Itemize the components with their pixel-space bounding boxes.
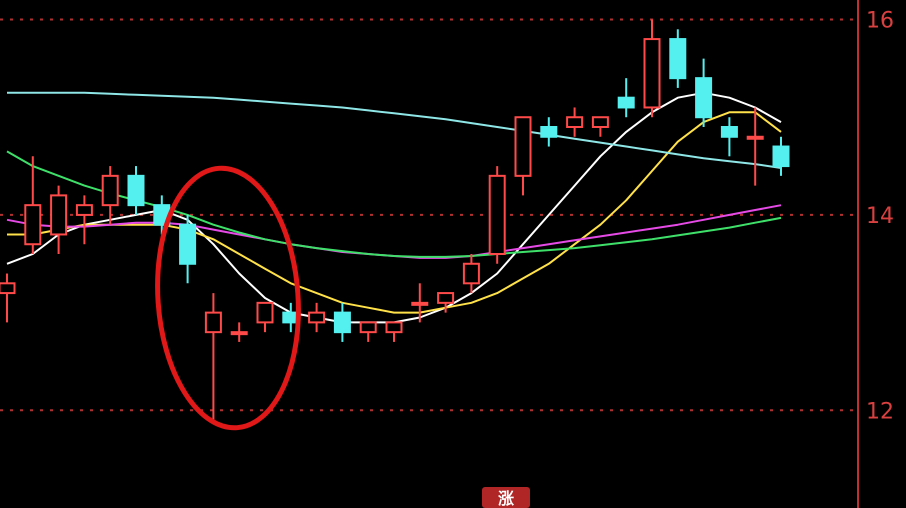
candle-body — [643, 38, 661, 109]
candle — [462, 254, 480, 294]
candle — [50, 185, 68, 254]
candle-body — [230, 331, 248, 336]
candle-body — [333, 311, 351, 334]
candle — [540, 117, 558, 147]
candle — [488, 166, 506, 264]
candle — [617, 78, 635, 118]
moving-average-line — [7, 111, 782, 314]
candle-body — [359, 321, 377, 334]
candle — [566, 107, 584, 137]
candle — [333, 302, 351, 342]
candle-body — [411, 301, 429, 306]
candle-body — [101, 174, 119, 207]
candle-body — [462, 262, 480, 285]
candle — [75, 195, 93, 245]
candle — [772, 136, 790, 176]
candle — [643, 19, 661, 118]
y-tick-label: 16 — [866, 9, 894, 34]
candle-body — [566, 116, 584, 128]
candle-body — [720, 126, 738, 138]
candle — [720, 117, 738, 157]
candle-body — [256, 301, 274, 324]
candle-body — [50, 194, 68, 236]
candles — [0, 19, 790, 421]
bottom-badge: 涨 — [482, 487, 530, 508]
candle — [411, 283, 429, 323]
highlight-circle — [155, 165, 301, 431]
candle — [24, 156, 42, 254]
candle-body — [746, 135, 764, 140]
candle — [437, 292, 455, 313]
candle-body — [617, 96, 635, 109]
candle-body — [75, 204, 93, 216]
candle-body — [437, 292, 455, 304]
candle-body — [0, 282, 16, 295]
horizontal-gridlines — [0, 18, 858, 412]
candle-body — [308, 311, 326, 324]
y-axis-ticks: 16 14 12 — [866, 9, 894, 425]
candle-body — [772, 145, 790, 168]
candle — [359, 321, 377, 342]
candle-body — [669, 38, 687, 80]
candle-body — [179, 223, 197, 265]
candle-body — [24, 204, 42, 246]
candle-body — [591, 116, 609, 128]
candle-body — [695, 77, 713, 119]
candle-body — [127, 174, 145, 207]
y-tick-label: 12 — [866, 399, 894, 424]
candle — [385, 321, 403, 342]
candle-body — [385, 321, 403, 334]
candle — [127, 166, 145, 215]
candle — [101, 166, 119, 225]
candle — [746, 107, 764, 186]
moving-average-line — [7, 91, 782, 169]
candle-body — [488, 174, 506, 256]
candle — [695, 58, 713, 127]
candle — [179, 214, 197, 284]
candle — [0, 273, 16, 323]
y-tick-label: 14 — [866, 204, 894, 229]
candle — [230, 322, 248, 342]
candle-body — [540, 126, 558, 138]
candle — [514, 116, 532, 196]
candle-body — [514, 116, 532, 177]
bottom-badge-label: 涨 — [498, 489, 514, 508]
candle-body — [204, 311, 222, 334]
candle — [591, 116, 609, 137]
candle — [204, 293, 222, 421]
candle — [308, 302, 326, 333]
candle — [669, 29, 687, 88]
candle — [256, 301, 274, 333]
